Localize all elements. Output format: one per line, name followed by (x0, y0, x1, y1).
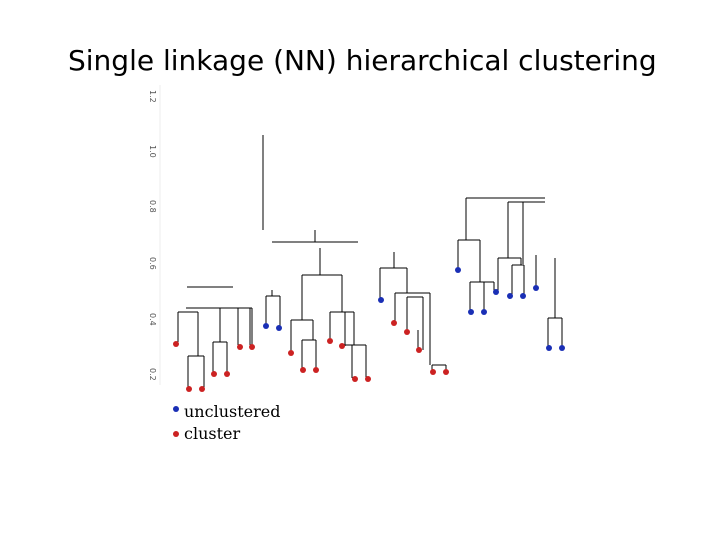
cluster-leaf (430, 369, 436, 375)
cluster-leaf (224, 371, 230, 377)
legend: unclustered cluster (173, 402, 280, 443)
leaf-points (173, 267, 565, 392)
cluster-leaf (288, 350, 294, 356)
legend-marker-cluster (173, 431, 179, 437)
cluster-leaf (416, 347, 422, 353)
tick-label: 0.2 (148, 368, 157, 381)
cluster-leaf (173, 341, 179, 347)
unclustered-leaf (507, 293, 513, 299)
slide-title: Single linkage (NN) hierarchical cluster… (68, 44, 657, 77)
y-axis: 1.2 1.0 0.8 0.6 0.4 0.2 (148, 85, 161, 385)
unclustered-leaf (493, 289, 499, 295)
cluster-leaf (237, 344, 243, 350)
cluster-leaf (443, 369, 449, 375)
legend-label-cluster: cluster (184, 424, 240, 443)
unclustered-leaf (546, 345, 552, 351)
cluster-leaf (391, 320, 397, 326)
unclustered-leaf (263, 323, 269, 329)
cluster-leaf (211, 371, 217, 377)
legend-label-unclustered: unclustered (184, 402, 280, 421)
cluster-leaf (249, 344, 255, 350)
tick-label: 0.6 (148, 257, 157, 270)
unclustered-leaf (378, 297, 384, 303)
unclustered-leaf (533, 285, 539, 291)
unclustered-leaf (559, 345, 565, 351)
cluster-leaf (404, 329, 410, 335)
cluster-leaf (327, 338, 333, 344)
cluster-leaf (365, 376, 371, 382)
cluster-leaf (352, 376, 358, 382)
unclustered-leaf (468, 309, 474, 315)
tick-label: 1.0 (148, 145, 157, 158)
cluster-leaf (339, 343, 345, 349)
unclustered-leaf (481, 309, 487, 315)
cluster-leaf (186, 386, 192, 392)
unclustered-leaf (276, 325, 282, 331)
tick-label: 0.4 (148, 313, 157, 326)
cluster-leaf (313, 367, 319, 373)
tick-label: 0.8 (148, 200, 157, 213)
cluster-leaf (300, 367, 306, 373)
unclustered-leaf (520, 293, 526, 299)
dendrogram-branches (177, 135, 563, 388)
tick-label: 1.2 (148, 90, 157, 103)
cluster-leaf (199, 386, 205, 392)
legend-marker-unclustered (173, 406, 179, 412)
unclustered-leaf (455, 267, 461, 273)
